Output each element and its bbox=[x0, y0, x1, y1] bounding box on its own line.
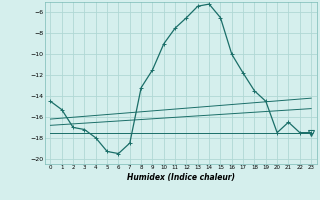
X-axis label: Humidex (Indice chaleur): Humidex (Indice chaleur) bbox=[127, 173, 235, 182]
